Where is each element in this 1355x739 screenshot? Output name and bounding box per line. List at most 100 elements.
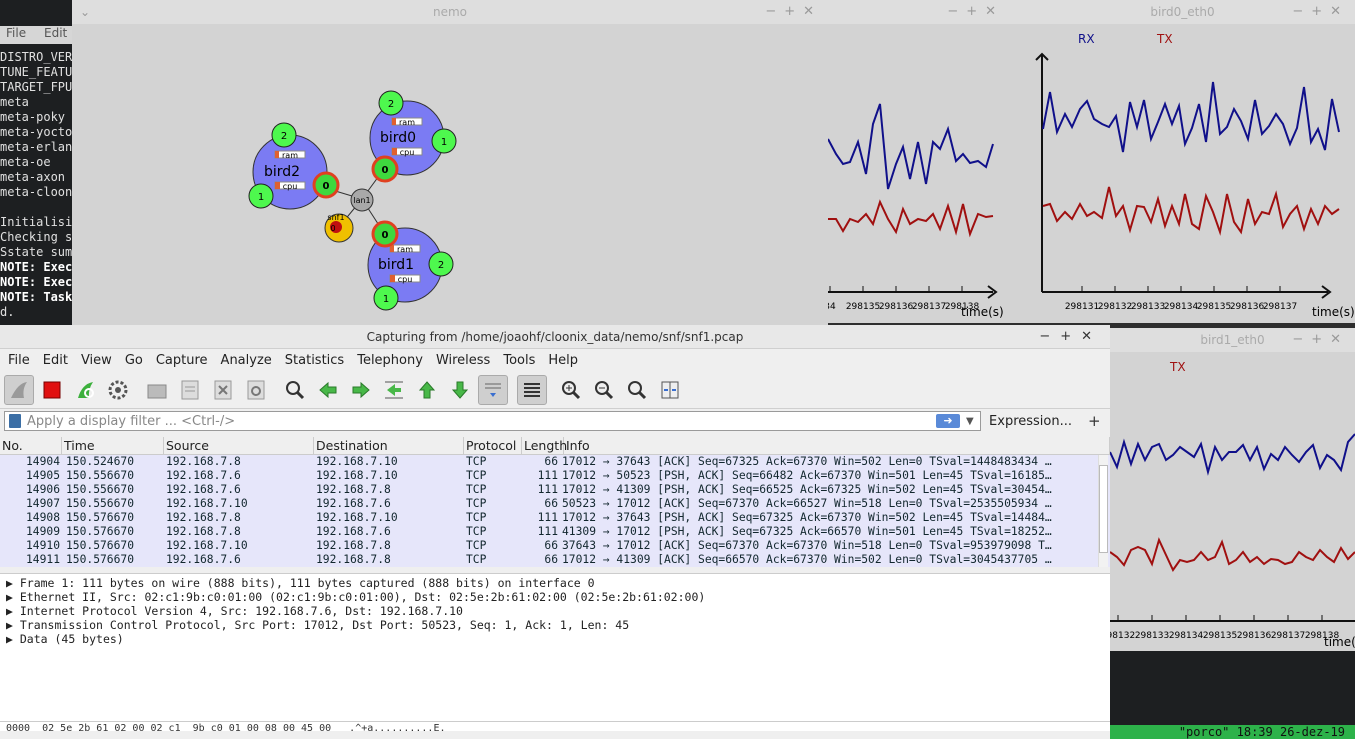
menu-wireless[interactable]: Wireless bbox=[435, 352, 491, 368]
window-controls[interactable]: −+✕ bbox=[1292, 332, 1349, 347]
packet-cell-len: 111 bbox=[537, 469, 558, 482]
column-header-length[interactable]: Length bbox=[524, 437, 568, 454]
detail-tree-item[interactable]: ▶ Transmission Control Protocol, Src Por… bbox=[0, 618, 1110, 632]
colorize-icon[interactable] bbox=[517, 374, 547, 405]
menu-statistics[interactable]: Statistics bbox=[284, 352, 345, 368]
packet-details-pane[interactable]: ▶ Frame 1: 111 bytes on wire (888 bits),… bbox=[0, 573, 1110, 721]
graph1-title: bird0_eth0 bbox=[1150, 5, 1215, 19]
zoom-normal-icon[interactable] bbox=[622, 375, 652, 405]
nemo-topology-window[interactable]: ⌄ nemo −+✕ ram bird0 cpu 2 1 0 ram bird2 bbox=[72, 0, 828, 325]
node-bird0[interactable]: ram bird0 cpu 2 1 0 bbox=[369, 90, 457, 183]
table-row[interactable]: 14910 150.576670 192.168.7.10 192.168.7.8 TC… bbox=[0, 539, 1110, 553]
expand-arrow-icon[interactable]: ▶ bbox=[6, 576, 20, 590]
column-header-source[interactable]: Source bbox=[164, 437, 314, 454]
reload-file-icon[interactable] bbox=[241, 375, 271, 405]
zoom-out-icon[interactable] bbox=[589, 375, 619, 405]
filter-history-dropdown-icon[interactable]: ▼ bbox=[966, 415, 974, 427]
window-controls[interactable]: −+✕ bbox=[947, 4, 1004, 19]
bird1-ram-label: ram bbox=[397, 245, 413, 254]
open-file-icon[interactable] bbox=[142, 375, 172, 405]
topology-canvas[interactable]: ram bird0 cpu 2 1 0 ram bird2 cpu 2 1 0 … bbox=[72, 24, 828, 325]
table-row[interactable]: 14906 150.556670 192.168.7.6 192.168.7.8 TCP… bbox=[0, 483, 1110, 497]
menu-analyze[interactable]: Analyze bbox=[220, 352, 272, 368]
menu-capture[interactable]: Capture bbox=[155, 352, 208, 368]
window-menu-icon[interactable]: ⌄ bbox=[80, 5, 91, 19]
terminal-menu-edit[interactable]: Edit bbox=[44, 26, 68, 40]
packet-cell-info: 37643 → 17012 [ACK] Seq=67370 Ack=67370 … bbox=[562, 539, 1052, 552]
packet-cell-time: 150.576670 bbox=[66, 525, 135, 538]
node-lan1[interactable]: lan1 bbox=[350, 188, 374, 212]
column-header-time[interactable]: Time bbox=[62, 437, 164, 454]
expand-arrow-icon[interactable]: ▶ bbox=[6, 604, 20, 618]
packet-list[interactable]: 14904 150.524670 192.168.7.8 192.168.7.10 TC… bbox=[0, 455, 1110, 567]
autoscroll-icon[interactable] bbox=[478, 374, 508, 405]
node-bird2[interactable]: ram bird2 cpu 2 1 0 bbox=[248, 122, 340, 210]
column-header-protocol[interactable]: Protocol bbox=[464, 437, 522, 454]
find-packet-icon[interactable] bbox=[280, 375, 310, 405]
packet-cell-proto: TCP bbox=[466, 455, 487, 468]
expand-arrow-icon[interactable]: ▶ bbox=[6, 618, 20, 632]
window-controls[interactable]: −+✕ bbox=[765, 4, 822, 19]
terminal-menu-file[interactable]: File bbox=[6, 26, 27, 40]
resize-columns-icon[interactable] bbox=[655, 375, 685, 405]
table-row[interactable]: 14904 150.524670 192.168.7.8 192.168.7.10 TC… bbox=[0, 455, 1110, 469]
restart-capture-icon[interactable] bbox=[70, 375, 100, 405]
node-bird1[interactable]: ram bird1 cpu 0 2 1 bbox=[367, 220, 454, 311]
bird2-cpu-label: cpu bbox=[283, 182, 298, 191]
go-to-packet-icon[interactable] bbox=[379, 375, 409, 405]
detail-tree-item[interactable]: ▶ Internet Protocol Version 4, Src: 192.… bbox=[0, 604, 1110, 618]
expand-arrow-icon[interactable]: ▶ bbox=[6, 632, 20, 646]
capture-options-gear-icon[interactable] bbox=[103, 375, 133, 405]
menu-go[interactable]: Go bbox=[124, 352, 143, 368]
table-row[interactable]: 14909 150.576670 192.168.7.8 192.168.7.6 TCP… bbox=[0, 525, 1110, 539]
menu-tools[interactable]: Tools bbox=[503, 352, 536, 368]
display-filter-input[interactable]: Apply a display filter ... <Ctrl-/> ➜ ▼ bbox=[4, 411, 982, 431]
column-header-destination[interactable]: Destination bbox=[314, 437, 464, 454]
traffic-graph-window-bird1-eth0[interactable]: bird1_eth0 −+✕ TX 2981322981332981342981… bbox=[1110, 328, 1355, 651]
go-first-packet-icon[interactable] bbox=[412, 375, 442, 405]
table-row[interactable]: 14905 150.556670 192.168.7.6 192.168.7.10 TC… bbox=[0, 469, 1110, 483]
menu-edit[interactable]: Edit bbox=[42, 352, 68, 368]
column-header-info[interactable]: Info bbox=[564, 437, 1110, 454]
traffic-graph-window-bird0-eth0[interactable]: bird0_eth0 −+✕ RX TX 298131 298132 298133 2… bbox=[1010, 0, 1355, 323]
menu-view[interactable]: View bbox=[80, 352, 112, 368]
window-controls[interactable]: −+✕ bbox=[1292, 4, 1349, 19]
menu-telephony[interactable]: Telephony bbox=[357, 352, 423, 368]
expand-arrow-icon[interactable]: ▶ bbox=[6, 590, 20, 604]
table-row[interactable]: 14911 150.576670 192.168.7.6 192.168.7.8 TCP… bbox=[0, 553, 1110, 567]
tick-label: 298137 bbox=[1263, 302, 1297, 312]
snf1-label: snf1 bbox=[327, 213, 344, 222]
wireshark-window-controls[interactable]: −+✕ bbox=[1039, 329, 1102, 344]
packet-list-scroll-thumb[interactable] bbox=[1099, 465, 1108, 553]
go-back-icon[interactable] bbox=[313, 375, 343, 405]
table-row[interactable]: 14907 150.556670 192.168.7.10 192.168.7.6 TC… bbox=[0, 497, 1110, 511]
filter-bookmark-icon[interactable] bbox=[9, 414, 21, 428]
packet-cell-dst: 192.168.7.10 bbox=[316, 469, 398, 482]
menu-help[interactable]: Help bbox=[548, 352, 579, 368]
shark-fin-start-icon[interactable] bbox=[4, 374, 34, 405]
apply-filter-arrow-icon[interactable]: ➜ bbox=[936, 414, 961, 428]
expression-button[interactable]: Expression... bbox=[989, 413, 1072, 429]
column-header-no[interactable]: No. bbox=[0, 437, 62, 454]
tick-label: 298136 bbox=[879, 302, 914, 312]
wireshark-window[interactable]: Capturing from /home/joaohf/cloonix_data… bbox=[0, 325, 1110, 739]
packet-list-scrollbar[interactable] bbox=[1098, 455, 1108, 567]
add-filter-button[interactable]: + bbox=[1088, 412, 1101, 430]
tick-label: 298138 bbox=[1305, 631, 1340, 641]
menu-file[interactable]: File bbox=[8, 352, 30, 368]
save-file-icon[interactable] bbox=[175, 375, 205, 405]
go-last-packet-icon[interactable] bbox=[445, 375, 475, 405]
table-row[interactable]: 14908 150.576670 192.168.7.8 192.168.7.10 TC… bbox=[0, 511, 1110, 525]
detail-tree-item[interactable]: ▶ Data (45 bytes) bbox=[0, 632, 1110, 646]
node-snf1[interactable]: snf1 0 bbox=[324, 213, 354, 243]
packet-bytes-pane[interactable]: 0000 02 5e 2b 61 02 00 02 c1 9b c0 01 00… bbox=[0, 721, 1110, 731]
packet-cell-time: 150.524670 bbox=[66, 455, 135, 468]
go-forward-icon[interactable] bbox=[346, 375, 376, 405]
stop-capture-icon[interactable] bbox=[37, 375, 67, 405]
detail-tree-item[interactable]: ▶ Frame 1: 111 bytes on wire (888 bits),… bbox=[0, 576, 1110, 590]
detail-tree-item[interactable]: ▶ Ethernet II, Src: 02:c1:9b:c0:01:00 (0… bbox=[0, 590, 1110, 604]
close-file-icon[interactable] bbox=[208, 375, 238, 405]
zoom-in-icon[interactable] bbox=[556, 375, 586, 405]
